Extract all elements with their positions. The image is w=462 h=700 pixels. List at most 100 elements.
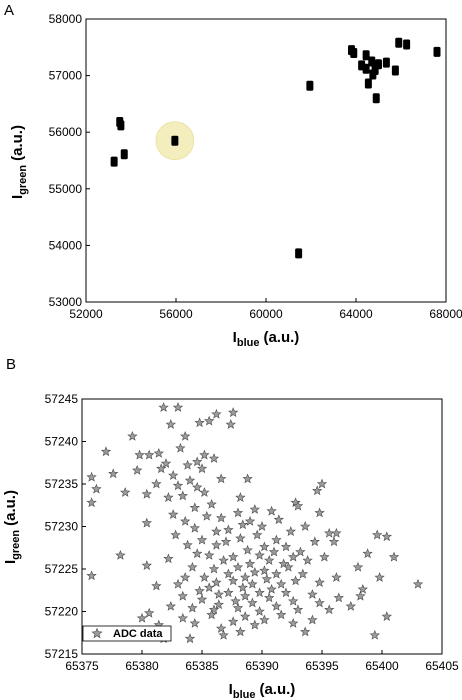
star-data-point — [216, 512, 227, 523]
data-point — [362, 50, 370, 61]
star-data-point — [120, 487, 131, 497]
star-data-point — [228, 575, 239, 586]
star-data-point — [151, 478, 162, 489]
star-data-point — [266, 583, 277, 594]
star-data-point — [151, 580, 162, 591]
star-data-point — [357, 583, 368, 594]
star-data-point — [196, 594, 208, 604]
star-data-point — [288, 551, 299, 562]
star-data-point — [242, 473, 253, 484]
legend-label: ADC data — [113, 628, 163, 640]
data-point — [306, 80, 314, 91]
plot-b-x-tick-label: 65385 — [185, 659, 219, 673]
star-data-point — [249, 566, 260, 577]
data-point — [403, 39, 411, 50]
plot-b-y-tick-label: 57225 — [45, 562, 79, 576]
plot-b-x-tick-label: 65395 — [305, 659, 339, 673]
star-data-point — [223, 568, 234, 579]
star-data-point — [211, 577, 222, 587]
star-data-point — [237, 519, 248, 530]
plot-a-x-tick-label: 52000 — [69, 307, 103, 321]
star-data-point — [132, 464, 143, 475]
star-data-point — [141, 560, 152, 570]
plot-a-y-tick-label: 54000 — [49, 238, 83, 252]
plot-a-y-tick-label: 55000 — [49, 182, 83, 196]
star-data-point — [163, 492, 174, 502]
star-data-point — [182, 539, 193, 550]
data-point — [382, 57, 390, 68]
data-point — [372, 93, 380, 104]
panel-a-label: A — [4, 2, 14, 19]
data-point — [362, 63, 370, 74]
star-data-point — [307, 589, 318, 599]
plot-b-y-ticks: 57215 57220 57225 57230 57235 57240 57245 — [45, 392, 86, 661]
star-data-point — [264, 592, 275, 603]
plot-a-y-tick-label: 58000 — [49, 12, 83, 26]
star-data-point — [331, 527, 342, 538]
star-data-point — [206, 498, 217, 509]
star-data-point — [297, 568, 308, 579]
star-data-point — [252, 529, 263, 540]
star-data-point — [232, 507, 244, 518]
star-data-point — [86, 570, 97, 581]
star-data-point — [144, 607, 155, 618]
star-data-point — [141, 488, 152, 499]
star-data-point — [160, 458, 172, 468]
star-data-point — [228, 616, 239, 627]
star-data-point — [307, 614, 318, 625]
star-data-point — [264, 555, 275, 565]
star-data-point — [168, 509, 179, 519]
star-data-point — [189, 617, 200, 628]
star-data-point — [177, 612, 188, 623]
star-data-point — [213, 589, 224, 599]
star-data-point — [177, 490, 188, 501]
plot-b-x-tick-label: 65400 — [365, 659, 399, 673]
star-data-point — [268, 546, 280, 557]
star-data-point — [244, 558, 256, 569]
panel-a: A 52000 56000 60000 64000 68000 53000 54000 55… — [4, 2, 462, 349]
star-data-point — [232, 602, 244, 613]
star-data-point — [180, 572, 191, 582]
plot-b-y-tick-label: 57230 — [45, 520, 79, 534]
plot-a-x-tick-label: 68000 — [429, 307, 462, 321]
star-data-point — [237, 582, 248, 593]
data-point — [364, 78, 372, 89]
star-data-point — [259, 565, 270, 576]
star-data-point — [134, 449, 145, 460]
plot-b-x-axis-label: Iblue (a.u.) — [229, 681, 296, 700]
star-data-point — [280, 541, 292, 552]
data-point — [120, 149, 128, 160]
star-data-point — [254, 587, 265, 598]
plot-b-y-axis-label: Igreen(a.u.) — [2, 490, 22, 564]
plot-b-x-tick-label: 65380 — [125, 659, 159, 673]
star-data-point — [276, 578, 287, 589]
star-data-point — [247, 597, 258, 608]
star-data-point — [374, 572, 385, 582]
plot-a-points — [110, 37, 441, 259]
legend-star-marker — [91, 627, 103, 639]
star-data-point — [189, 522, 200, 533]
plot-b-y-tick-label: 57245 — [45, 392, 79, 406]
star-data-point — [271, 568, 282, 579]
star-data-point — [187, 561, 198, 572]
star-data-point — [204, 582, 215, 593]
star-data-point — [249, 619, 260, 630]
star-data-point — [292, 500, 304, 511]
star-data-point — [324, 527, 335, 538]
star-data-point — [170, 529, 181, 540]
star-data-point — [225, 419, 236, 429]
star-data-point — [228, 407, 239, 417]
star-data-point — [189, 502, 200, 513]
star-data-point — [312, 485, 323, 496]
star-data-point — [273, 514, 284, 525]
star-data-point — [288, 617, 299, 628]
star-data-point — [204, 549, 215, 560]
star-data-point — [136, 612, 148, 623]
star-data-point — [240, 590, 251, 601]
plot-a-frame — [85, 18, 447, 303]
star-data-point — [192, 456, 203, 467]
plot-b-points — [86, 402, 424, 644]
star-data-point — [180, 430, 191, 441]
data-point — [375, 59, 382, 70]
